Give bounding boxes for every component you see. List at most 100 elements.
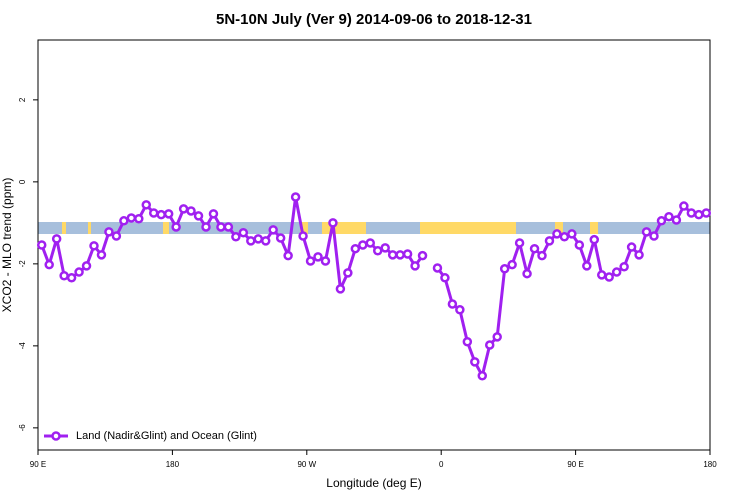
- point: [626, 242, 637, 252]
- point: [470, 357, 480, 367]
- point: [372, 245, 383, 256]
- point: [246, 236, 256, 246]
- point: [417, 250, 428, 261]
- legend-label: Land (Nadir&Glint) and Ocean (Glint): [76, 430, 257, 442]
- x-tick-label: 0: [439, 460, 444, 469]
- point: [514, 238, 525, 248]
- point: [193, 211, 204, 221]
- x-tick-label: 90 E: [30, 460, 46, 469]
- point: [119, 216, 129, 226]
- point: [574, 240, 585, 250]
- point: [596, 270, 607, 280]
- point: [111, 231, 122, 241]
- point: [343, 268, 353, 278]
- point: [350, 243, 361, 254]
- point: [686, 208, 697, 218]
- y-axis-label: XCO2 - MLO trend (ppm): [0, 178, 14, 313]
- point: [544, 236, 555, 246]
- chart-title: 5N-10N July (Ver 9) 2014-09-06 to 2018-1…: [216, 11, 532, 28]
- point: [567, 229, 577, 239]
- point: [283, 250, 293, 261]
- point: [313, 252, 323, 262]
- point: [126, 213, 137, 223]
- y-tick-label: -4: [18, 342, 27, 350]
- point: [89, 241, 99, 251]
- point: [186, 206, 196, 216]
- point: [335, 284, 346, 294]
- point: [104, 227, 114, 237]
- x-tick-label: 90 E: [567, 460, 583, 469]
- y-tick-label: 2: [18, 97, 27, 102]
- point: [328, 218, 338, 228]
- point: [671, 215, 682, 225]
- y-tick-label: -2: [18, 260, 27, 268]
- point: [178, 204, 189, 214]
- x-tick-label: 180: [703, 460, 717, 469]
- point: [499, 264, 510, 274]
- point: [231, 232, 241, 242]
- point: [484, 340, 495, 350]
- point: [208, 209, 219, 219]
- point: [290, 192, 301, 202]
- point: [305, 256, 316, 266]
- point: [380, 243, 390, 253]
- point: [81, 261, 92, 271]
- point: [238, 227, 249, 238]
- point: [74, 267, 84, 277]
- point: [36, 240, 47, 250]
- point: [201, 222, 211, 232]
- point: [260, 236, 271, 246]
- point: [402, 249, 413, 259]
- point: [701, 208, 712, 218]
- point: [59, 271, 69, 281]
- point: [641, 227, 652, 237]
- point: [358, 240, 368, 250]
- point: [507, 259, 517, 270]
- y-tick-label: 0: [18, 179, 27, 184]
- point: [171, 222, 181, 232]
- point: [440, 273, 450, 283]
- point: [51, 234, 62, 244]
- point: [492, 332, 502, 342]
- point: [216, 222, 226, 232]
- point: [365, 238, 376, 248]
- point: [275, 233, 286, 243]
- point: [96, 250, 107, 260]
- point: [387, 250, 398, 260]
- point: [611, 267, 622, 277]
- point: [432, 263, 443, 273]
- point: [582, 261, 592, 271]
- point: [223, 222, 234, 232]
- point: [656, 216, 667, 226]
- point: [447, 299, 458, 309]
- point: [694, 209, 704, 220]
- point: [552, 229, 562, 239]
- land-ocean-band: [38, 222, 710, 234]
- point: [268, 225, 278, 235]
- y-tick-label: -6: [18, 424, 27, 432]
- x-tick-label: 90 W: [297, 460, 316, 469]
- point: [163, 209, 174, 219]
- point: [148, 208, 159, 218]
- point: [679, 201, 689, 211]
- point: [44, 259, 54, 270]
- point: [141, 200, 152, 210]
- point: [664, 211, 674, 222]
- point: [298, 231, 308, 241]
- point: [619, 261, 629, 272]
- point: [634, 250, 644, 260]
- point: [320, 256, 331, 266]
- point: [156, 209, 166, 220]
- x-axis-label: Longitude (deg E): [326, 476, 421, 490]
- point: [522, 268, 532, 279]
- point: [589, 234, 600, 245]
- point: [395, 250, 405, 260]
- point: [559, 232, 570, 242]
- point: [604, 272, 614, 282]
- point: [410, 261, 420, 271]
- point: [462, 337, 473, 347]
- point: [529, 243, 540, 254]
- point: [649, 231, 659, 241]
- x-tick-label: 180: [166, 460, 180, 469]
